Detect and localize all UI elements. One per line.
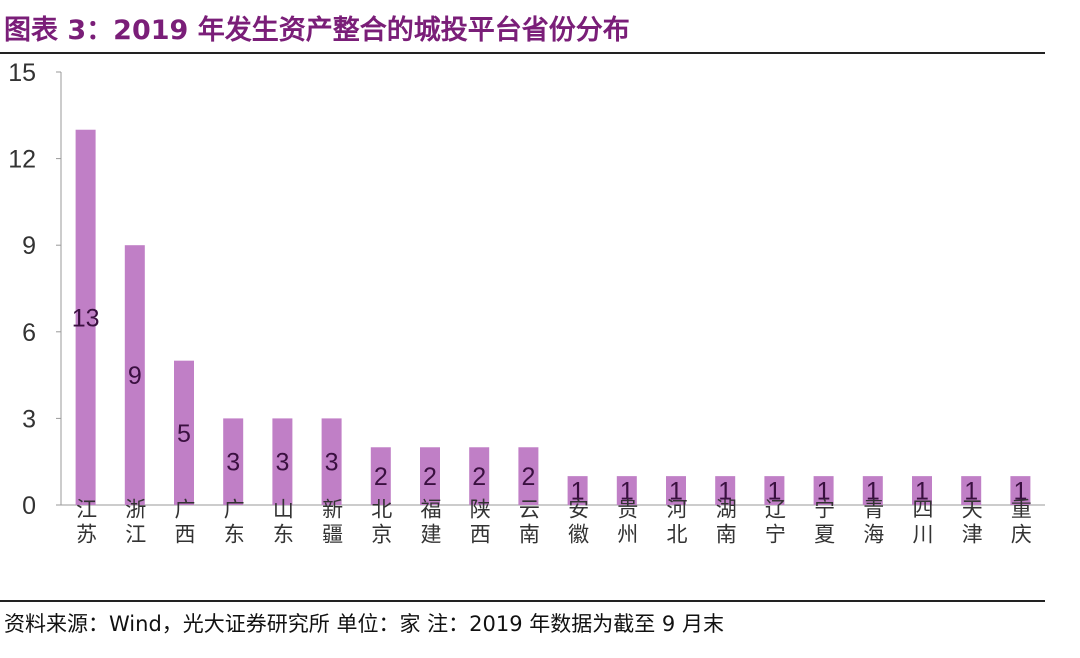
bar	[420, 447, 440, 505]
data-label: 2	[472, 463, 486, 491]
data-label: 1	[767, 478, 781, 506]
x-tick-label: 浙江	[123, 498, 147, 548]
source-note: 资料来源：Wind，光大证券研究所 单位：家 注：2019 年数据为截至 9 月…	[4, 612, 724, 636]
bar	[666, 476, 686, 505]
data-label: 1	[718, 478, 732, 506]
data-label: 1	[866, 478, 880, 506]
y-tick-label: 9	[22, 232, 36, 260]
data-label: 3	[275, 449, 289, 477]
bar	[715, 476, 736, 505]
bar	[912, 476, 932, 505]
data-label: 3	[325, 449, 339, 477]
bar	[1010, 476, 1031, 505]
data-label: 1	[1013, 478, 1027, 506]
x-tick-label: 山东	[270, 498, 294, 548]
data-label: 1	[571, 478, 585, 506]
x-tick-label: 北京	[369, 498, 393, 548]
data-label: 1	[915, 478, 929, 506]
x-tick-label: 辽宁	[762, 498, 786, 548]
chart-title: 图表 3：2019 年发生资产整合的城投平台省份分布	[4, 15, 630, 46]
data-label: 2	[423, 463, 437, 491]
x-tick-label: 江苏	[74, 498, 98, 548]
bar	[272, 418, 293, 505]
x-tick-label: 安徽	[566, 498, 590, 548]
bar	[124, 245, 145, 505]
x-tick-label: 河北	[664, 498, 688, 548]
x-tick-label: 宁夏	[812, 498, 836, 548]
bar	[616, 476, 637, 505]
y-tick-label: 0	[22, 492, 36, 520]
x-tick-label: 广东	[221, 498, 245, 548]
x-tick-label: 新疆	[320, 498, 344, 548]
x-tick-label: 青海	[861, 498, 885, 548]
y-tick-label: 6	[22, 319, 36, 347]
data-label: 5	[177, 420, 191, 448]
footer-divider	[0, 600, 1045, 602]
x-tick-label: 天津	[959, 498, 983, 548]
bar	[518, 447, 539, 505]
bar	[764, 476, 785, 505]
data-label: 2	[374, 463, 388, 491]
data-label: 3	[226, 449, 240, 477]
bar	[813, 476, 834, 505]
x-tick-label: 广西	[172, 498, 196, 548]
bar	[370, 447, 391, 505]
bar	[223, 418, 244, 505]
data-label: 1	[669, 478, 683, 506]
x-tick-label: 贵州	[615, 498, 639, 548]
x-tick-label: 云南	[516, 498, 540, 548]
bar-chart: 0 3 6 9 12 15 13 江苏 9 浙江 5 广西 3 广东 3 山东 3 新疆 2 北京 2 福建 2 陕西 2 云南 1…	[8, 59, 1045, 548]
y-tick-label: 3	[22, 405, 36, 433]
bar	[862, 476, 883, 505]
y-tick-label: 15	[8, 59, 36, 87]
data-label: 2	[521, 463, 535, 491]
x-tick-label: 重庆	[1008, 498, 1032, 548]
data-label: 1	[620, 478, 634, 506]
title-divider	[0, 52, 1045, 54]
x-tick-label: 四川	[910, 498, 934, 548]
data-label: 9	[128, 362, 142, 390]
data-label: 1	[964, 478, 978, 506]
bar	[174, 360, 194, 505]
y-tick-label: 12	[8, 146, 36, 174]
x-tick-label: 湖南	[713, 498, 737, 548]
data-label: 13	[72, 304, 100, 332]
bar	[321, 418, 342, 505]
bar	[469, 447, 490, 505]
x-tick-label: 福建	[418, 498, 442, 548]
x-tick-label: 陕西	[467, 498, 491, 548]
bar	[961, 476, 982, 505]
bar	[567, 476, 588, 505]
bar	[75, 129, 96, 505]
data-label: 1	[817, 478, 831, 506]
